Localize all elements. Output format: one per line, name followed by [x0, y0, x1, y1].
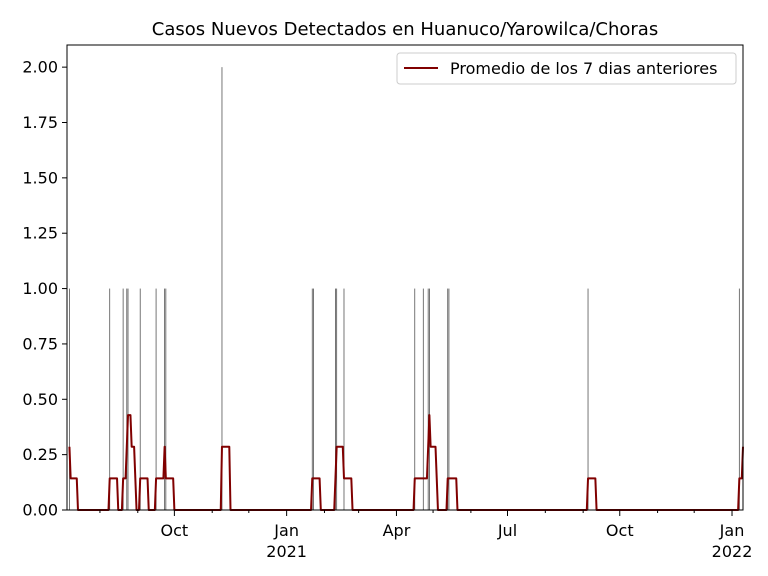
bar	[427, 288, 429, 510]
legend-box	[396, 52, 737, 85]
bar	[448, 288, 450, 510]
y-tick-label: 0.75	[22, 334, 58, 353]
bar	[139, 288, 141, 510]
y-axis: 0.00 0.25 0.50 0.75 1.00 1.25 1.50 1.75 2.00	[22, 58, 67, 520]
chart-title: Casos Nuevos Detectados en Huanuco/Yarow…	[152, 19, 658, 40]
bar	[126, 288, 128, 510]
y-tick-label: 2.00	[22, 58, 58, 77]
bar	[447, 288, 449, 510]
x-axis: Oct Jan 2021 Apr Jul Oct Jan 2022	[99, 510, 753, 561]
x-tick-year-label: 2022	[712, 542, 753, 561]
bar	[221, 67, 223, 510]
y-tick-label: 1.50	[22, 168, 58, 187]
x-tick-label: Jan	[273, 521, 299, 540]
bar	[164, 288, 166, 510]
bar	[127, 288, 129, 510]
bar	[165, 288, 167, 510]
bar	[155, 288, 157, 510]
line-series	[68, 414, 744, 511]
bar	[69, 288, 70, 510]
bar	[335, 288, 336, 510]
bar	[311, 288, 313, 510]
x-tick-label: Jul	[497, 521, 517, 540]
legend-label: Promedio de los 7 dias anteriores	[450, 59, 717, 78]
legend: Promedio de los 7 dias anteriores	[396, 52, 737, 85]
bar	[343, 288, 345, 510]
bar	[429, 288, 430, 510]
y-tick-label: 1.00	[22, 279, 58, 298]
plot-frame	[66, 44, 744, 511]
bar	[587, 288, 589, 510]
bar	[738, 288, 740, 510]
bar	[313, 288, 314, 510]
x-tick-label: Oct	[606, 521, 634, 540]
x-tick-year-label: 2021	[266, 542, 307, 561]
bar	[122, 288, 124, 510]
y-tick-label: 1.75	[22, 113, 58, 132]
bar-series	[69, 67, 744, 510]
bar	[422, 288, 424, 510]
y-tick-label: 0.50	[22, 390, 58, 409]
moving-average-line	[68, 414, 744, 511]
x-tick-label: Oct	[161, 521, 189, 540]
y-tick-label: 0.00	[22, 501, 58, 520]
x-tick-label: Jan	[719, 521, 745, 540]
y-tick-label: 0.25	[22, 445, 58, 464]
bar	[336, 288, 338, 510]
y-tick-label: 1.25	[22, 224, 58, 243]
bar	[109, 288, 111, 510]
x-tick-label: Apr	[383, 521, 411, 540]
bar	[414, 288, 416, 510]
